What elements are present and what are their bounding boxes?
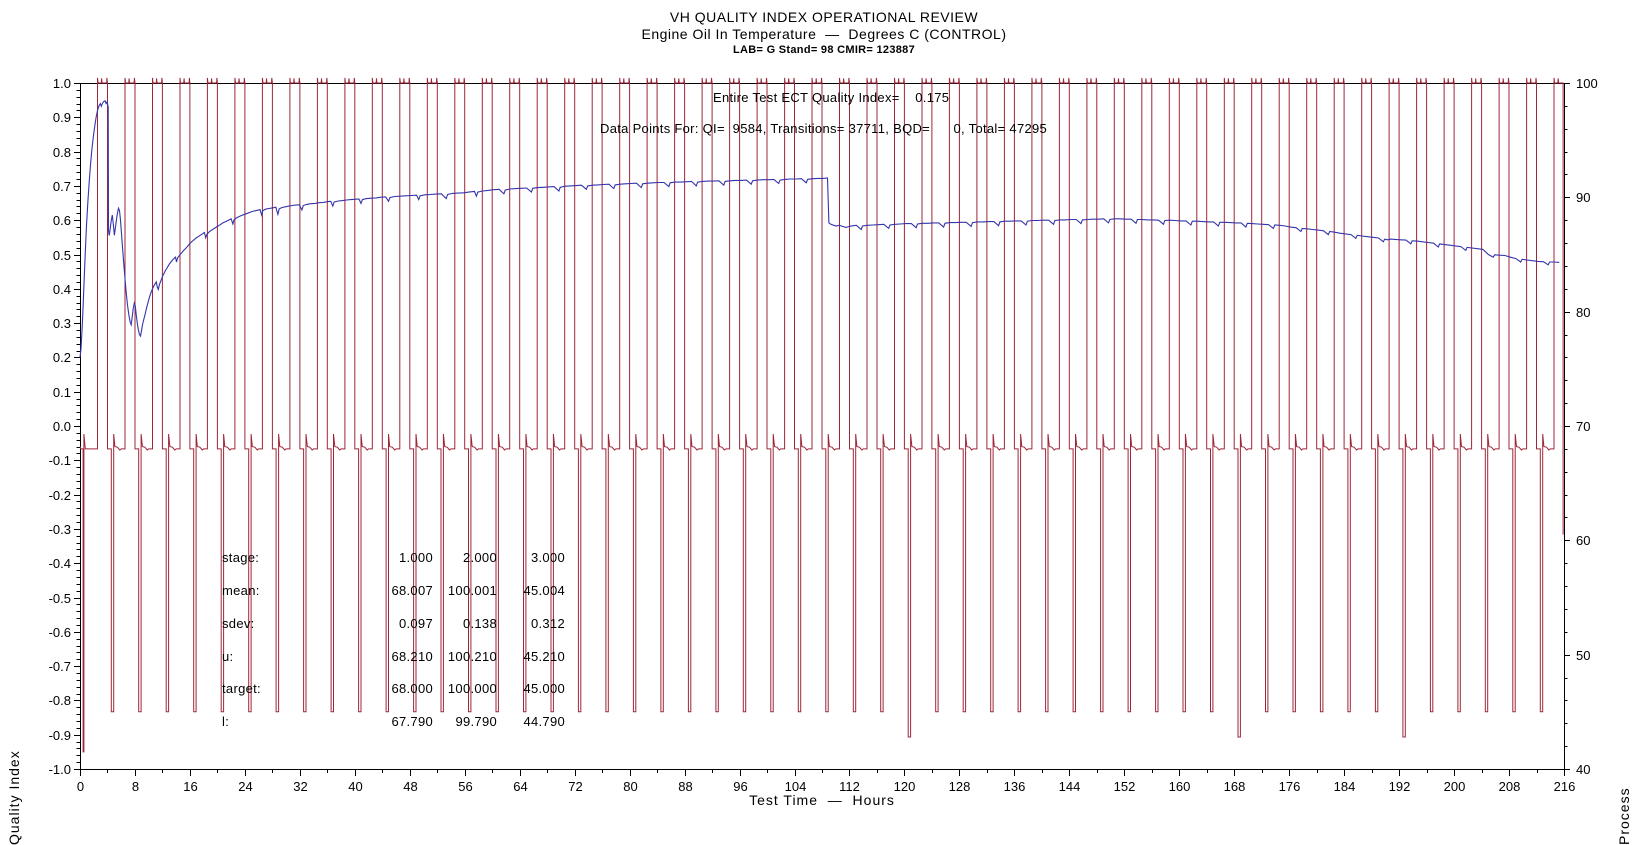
tick-label: 200 [1444,779,1466,794]
chart-title: VH QUALITY INDEX OPERATIONAL REVIEW [669,9,979,25]
stats-value-stage1: 0.097 [398,616,433,631]
tick-label: -0.2 [49,488,71,503]
tick-label: 96 [733,779,747,794]
x-axis-label: Test Time — Hours [749,792,895,808]
chart-subtitle: Engine Oil In Temperature — Degrees C (C… [641,26,1007,42]
tick-label: 56 [458,779,472,794]
tick-label: 80 [1576,305,1590,320]
tick-label: 50 [1576,648,1590,663]
tick-label: 72 [568,779,582,794]
y-axis-label-right: Process [1616,787,1632,845]
tick-label: 112 [839,779,860,794]
tick-label: 136 [1004,779,1026,794]
tick-label: 0.9 [53,110,71,125]
annotation-data-points: Data Points For: QI= 9584, Transitions= … [600,121,1048,136]
process-series-line [79,77,1564,753]
tick-label: 152 [1114,779,1136,794]
tick-label: 0.5 [53,248,71,263]
tick-label: 120 [894,779,916,794]
tick-label: 192 [1389,779,1411,794]
stats-value-stage1: 68.210 [391,649,433,664]
stats-value-stage3: 45.210 [523,649,565,664]
tick-label: 104 [785,779,807,794]
tick-label: 0.2 [53,350,71,365]
tick-label: -0.3 [49,522,71,537]
stats-row-label: u: [222,649,234,664]
stats-value-stage3: 44.790 [523,714,565,729]
tick-label: -0.7 [49,659,71,674]
tick-label: -0.5 [49,591,71,606]
stats-row-label: mean: [222,583,260,598]
tick-label: 88 [678,779,692,794]
tick-label: 24 [238,779,252,794]
stats-value-stage1: 68.000 [391,681,433,696]
chart-lab-info: LAB= G Stand= 98 CMIR= 123887 [732,44,916,56]
tick-label: 0.8 [53,145,71,160]
axis-ticks [74,83,1570,776]
tick-label: 40 [1576,762,1590,777]
tick-label: 32 [293,779,307,794]
stats-value-stage3: 45.004 [523,583,565,598]
tick-label: -0.8 [49,693,71,708]
quality-index-series-line [79,100,1560,358]
tick-label: 70 [1576,419,1590,434]
tick-label: -0.4 [49,556,71,571]
stats-value-stage2: 0.138 [462,616,497,631]
y-axis-label-left: Quality Index [6,750,22,845]
stats-value-stage2: 100.000 [447,681,497,696]
tick-label: 16 [183,779,197,794]
tick-label: 60 [1576,533,1590,548]
tick-label: 208 [1499,779,1521,794]
tick-label: 160 [1169,779,1191,794]
stats-value-stage2: 100.001 [447,583,497,598]
stats-row-label: l: [222,714,230,729]
tick-label: 80 [623,779,637,794]
tick-label: 0.3 [53,316,71,331]
tick-label: -0.1 [49,453,71,468]
tick-label: -1.0 [49,762,71,777]
tick-label: 1.0 [53,76,71,91]
tick-label: 168 [1224,779,1246,794]
tick-label: 0.7 [53,179,71,194]
annotation-quality-index: Entire Test ECT Quality Index= 0.175 [713,90,950,105]
stats-value-stage3: 45.000 [523,681,565,696]
stats-row-label: sdev: [222,616,255,631]
tick-label: 48 [403,779,417,794]
tick-label: 8 [132,779,139,794]
stats-row-label: target: [222,681,261,696]
tick-label: 128 [949,779,971,794]
tick-label: 216 [1554,779,1576,794]
stats-value-stage2: 100.210 [447,649,497,664]
tick-label: 64 [513,779,527,794]
tick-label: 176 [1279,779,1301,794]
stats-value-stage3: 0.312 [530,616,565,631]
tick-label: 0.6 [53,213,71,228]
tick-label: 100 [1576,76,1598,91]
stats-value-stage1: 67.790 [391,714,433,729]
tick-label: 0.4 [53,282,71,297]
stats-value-stage1: 1.000 [398,550,433,565]
tick-label: 144 [1059,779,1081,794]
stats-value-stage2: 99.790 [455,714,497,729]
stats-value-stage1: 68.007 [391,583,433,598]
tick-label: -0.9 [49,728,71,743]
stats-value-stage3: 3.000 [530,550,565,565]
tick-label: 0 [77,779,84,794]
tick-label: 90 [1576,190,1590,205]
tick-label: -0.6 [49,625,71,640]
tick-label: 0.0 [53,419,71,434]
tick-label: 0.1 [53,385,71,400]
stats-value-stage2: 2.000 [462,550,497,565]
tick-label: 184 [1334,779,1356,794]
tick-label: 40 [348,779,362,794]
stats-row-label: stage: [222,550,260,565]
